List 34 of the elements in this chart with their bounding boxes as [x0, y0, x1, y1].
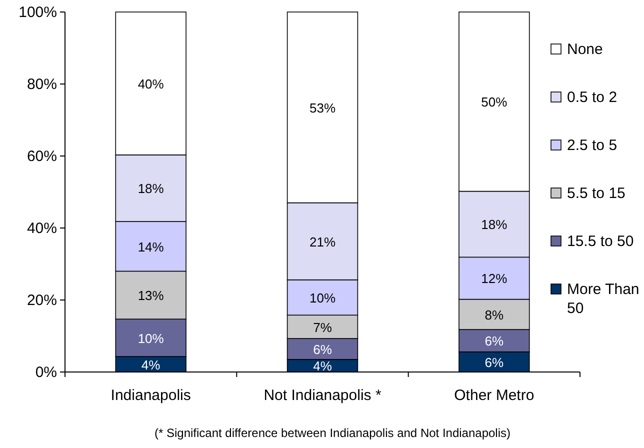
data-label: 21% — [309, 234, 336, 250]
data-label: 7% — [313, 320, 332, 335]
legend-label: 0.5 to 2 — [567, 89, 618, 106]
legend-label: More Than 50 — [567, 281, 640, 317]
data-label: 12% — [481, 271, 508, 286]
legend-label: 2.5 to 5 — [567, 137, 618, 154]
data-label: 10% — [138, 330, 164, 346]
y-tick-label: 40% — [26, 220, 57, 237]
data-label: 8% — [484, 307, 504, 322]
data-label: 18% — [481, 217, 508, 232]
data-label: 18% — [138, 181, 164, 196]
data-label: 6% — [484, 354, 504, 370]
data-label: 14% — [138, 239, 164, 254]
data-label: 4% — [313, 358, 332, 374]
data-label: 50% — [481, 94, 508, 110]
y-tick-label: 80% — [26, 76, 57, 93]
data-label: 40% — [138, 76, 164, 92]
x-tick-label: Other Metro — [454, 387, 534, 404]
legend-label: 5.5 to 15 — [567, 185, 626, 202]
y-tick-label: 100% — [18, 4, 57, 21]
data-label: 6% — [313, 342, 332, 357]
data-label: 13% — [138, 288, 164, 304]
legend-label: None — [567, 41, 603, 58]
data-label: 6% — [484, 334, 504, 349]
y-tick-label: 20% — [26, 292, 57, 309]
x-tick-label: Not Indianapolis * — [264, 387, 382, 404]
text: (* Significant difference between Indianapolis and Not Indianapolis) — [154, 426, 511, 440]
y-tick-label: 60% — [26, 148, 57, 165]
data-label: 53% — [309, 100, 336, 116]
legend-label: 15.5 to 50 — [567, 233, 634, 250]
x-tick-label: Indianapolis — [110, 387, 191, 404]
data-label: 4% — [141, 357, 161, 372]
data-label: 10% — [309, 290, 336, 306]
y-tick-label: 0% — [35, 364, 57, 381]
